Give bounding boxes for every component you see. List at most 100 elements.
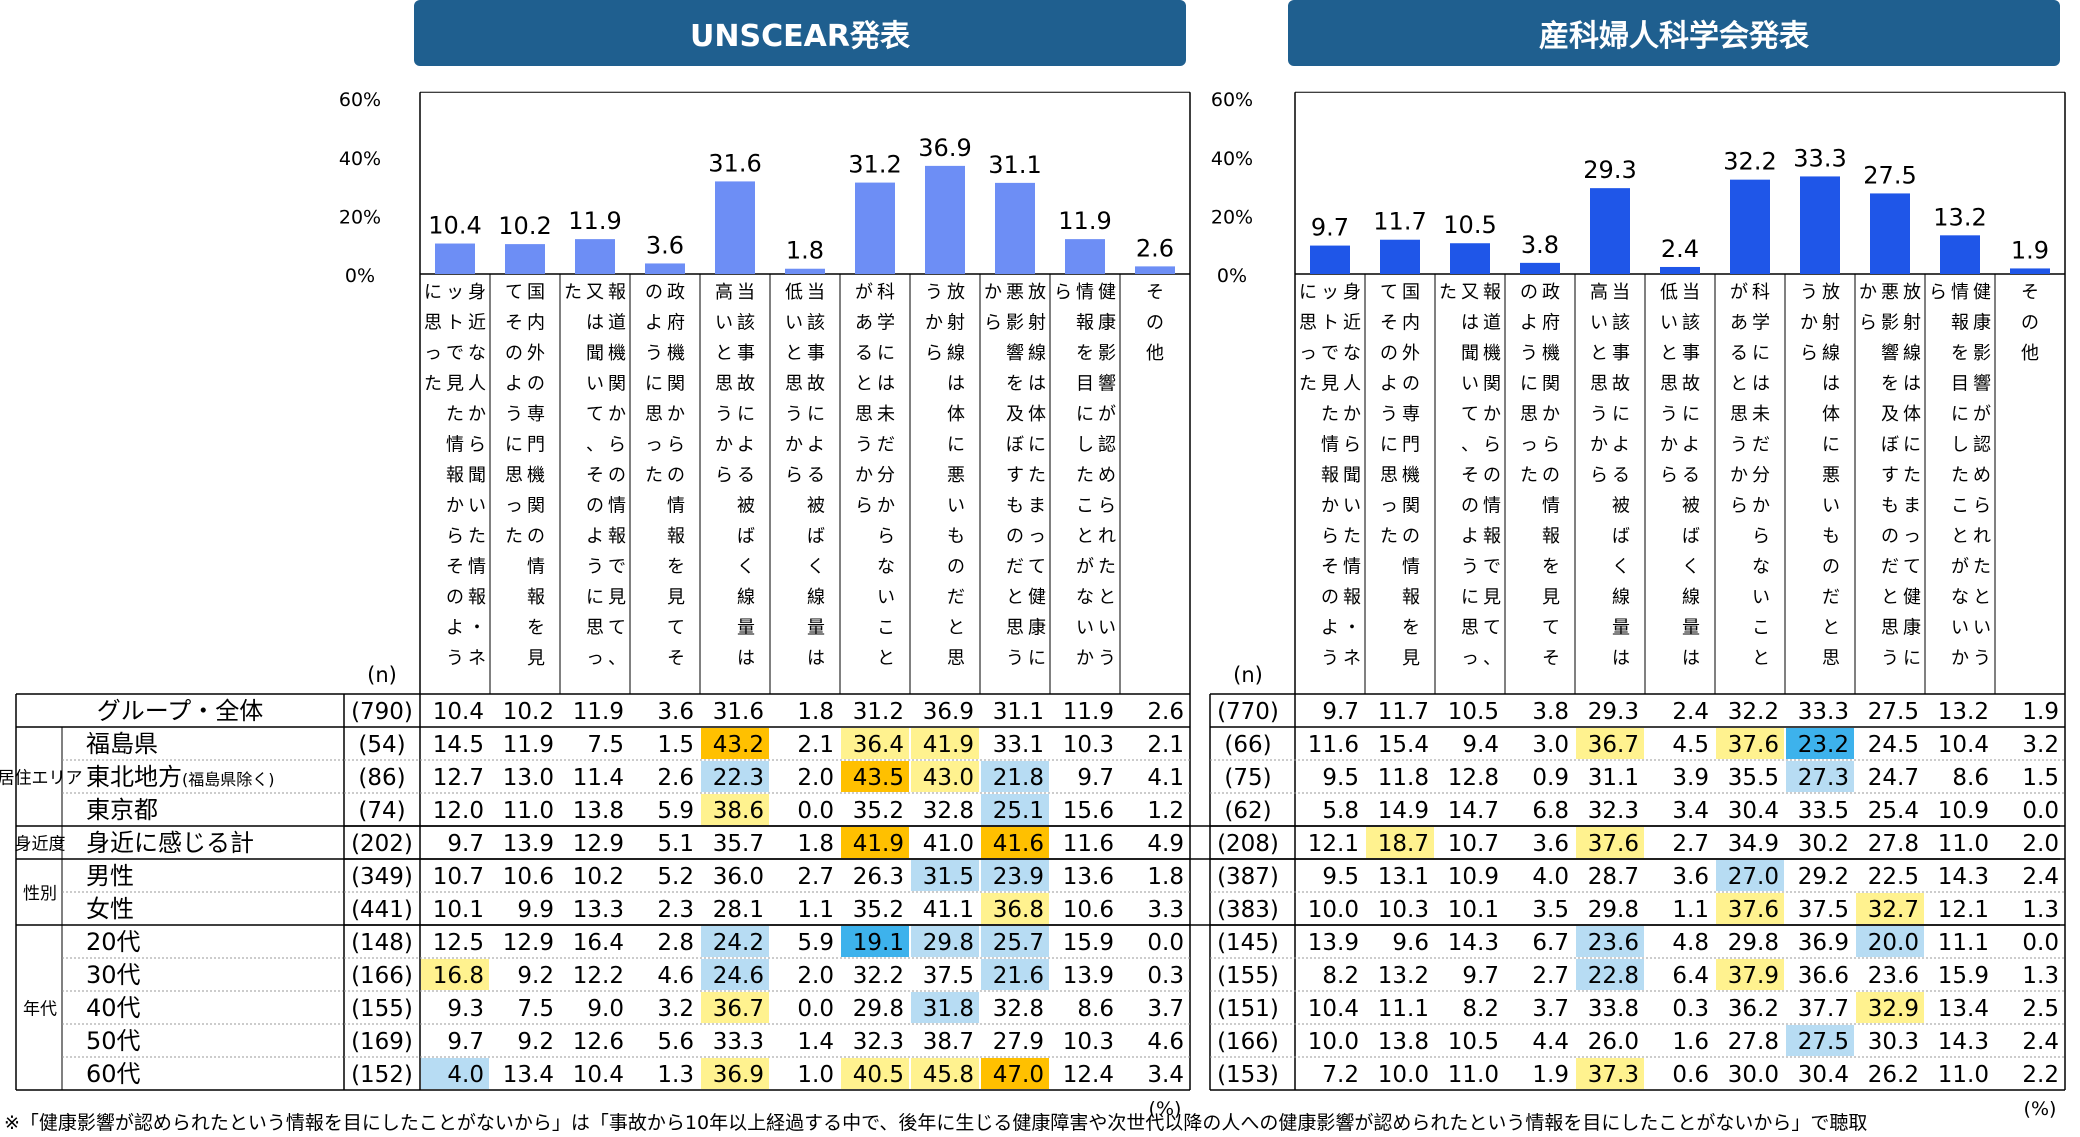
category-char-1-8-18: ぼ <box>1881 435 1899 456</box>
cell-0-7-10: 0.0 <box>1147 930 1184 956</box>
category-char-1-8-2: 線 <box>1903 343 1921 364</box>
category-char-1-10-0: そ <box>2021 282 2039 303</box>
category-char-1-6-3: は <box>1752 374 1770 395</box>
cell-highlight-1-8-4 <box>1576 959 1644 990</box>
category-char-1-0-26: に <box>1299 282 1317 303</box>
category-char-0-1-5: 門 <box>527 435 545 456</box>
cell-highlight-1-4-4 <box>1576 827 1644 858</box>
category-char-1-7-0: 放 <box>1822 282 1840 303</box>
category-char-1-7-2: 線 <box>1822 343 1840 364</box>
cell-1-1-8: 24.5 <box>1868 732 1919 758</box>
category-char-0-0-27: 思 <box>424 313 442 334</box>
category-char-0-7-12: 思 <box>947 648 965 669</box>
bar-value-1-1: 11.7 <box>1373 208 1426 236</box>
cell-0-8-0: 16.8 <box>433 963 484 989</box>
cell-0-11-0: 4.0 <box>447 1062 484 1088</box>
cell-0-2-0: 12.7 <box>433 765 484 791</box>
category-char-1-6-4: 未 <box>1752 404 1770 425</box>
category-char-0-5-3: 故 <box>807 374 825 395</box>
category-char-0-1-13: て <box>505 282 523 303</box>
cell-0-11-10: 3.4 <box>1147 1062 1184 1088</box>
category-char-1-3-13: の <box>1520 282 1538 303</box>
category-char-0-2-25: っ <box>586 648 604 669</box>
category-char-1-3-4: か <box>1542 404 1560 425</box>
category-char-1-1-6: 機 <box>1402 465 1420 486</box>
category-char-0-1-1: 内 <box>527 313 545 334</box>
category-char-0-0-4: か <box>468 404 486 425</box>
category-char-0-4-0: 当 <box>737 282 755 303</box>
cell-0-6-9: 10.6 <box>1063 897 1114 923</box>
category-char-1-9-0: 健 <box>1973 282 1991 303</box>
category-char-1-3-2: 機 <box>1542 343 1560 364</box>
category-char-1-5-14: い <box>1660 313 1678 334</box>
category-char-1-3-14: よ <box>1520 313 1538 334</box>
category-char-1-2-12: 、 <box>1483 648 1501 669</box>
category-char-0-1-15: の <box>505 343 523 364</box>
category-char-0-8-8: っ <box>1028 526 1046 547</box>
cell-1-2-3: 0.9 <box>1532 765 1569 791</box>
cell-1-7-4: 23.6 <box>1588 930 1639 956</box>
category-char-0-3-12: そ <box>667 648 685 669</box>
cell-1-8-2: 9.7 <box>1462 963 1499 989</box>
cell-1-8-1: 13.2 <box>1378 963 1429 989</box>
cell-0-11-4: 36.9 <box>713 1062 764 1088</box>
cell-0-6-4: 28.1 <box>713 897 764 923</box>
category-char-0-7-3: は <box>947 374 965 395</box>
cell-highlight-0-2-4 <box>701 761 769 792</box>
category-char-0-8-4: 体 <box>1028 404 1046 425</box>
category-char-0-6-6: 分 <box>877 465 895 486</box>
category-char-1-5-9: く <box>1682 557 1700 578</box>
cell-1-4-7: 30.2 <box>1798 831 1849 857</box>
cell-1-5-0: 9.5 <box>1322 864 1359 890</box>
y-tick-0-1: 40% <box>339 148 381 170</box>
category-char-1-8-9: て <box>1903 557 1921 578</box>
category-char-0-9-15: を <box>1076 343 1094 364</box>
cell-1-3-1: 14.9 <box>1378 798 1429 824</box>
category-char-1-0-0: 身 <box>1343 282 1361 303</box>
cell-0-7-3: 2.8 <box>657 930 694 956</box>
category-char-0-4-1: 該 <box>737 313 755 334</box>
category-char-0-2-14: は <box>586 313 604 334</box>
cell-highlight-0-8-4 <box>701 959 769 990</box>
category-char-0-4-18: か <box>715 435 733 456</box>
category-char-1-0-23: の <box>1321 587 1339 608</box>
row-label-7: 20代 <box>86 928 141 956</box>
cell-0-4-6: 41.9 <box>853 831 904 857</box>
category-char-1-7-12: 思 <box>1822 648 1840 669</box>
category-char-0-8-11: 康 <box>1028 618 1046 639</box>
cell-1-11-4: 37.3 <box>1588 1062 1639 1088</box>
cell-0-0-4: 31.6 <box>713 699 764 725</box>
category-char-0-8-7: ま <box>1028 496 1046 517</box>
category-char-0-2-3: 関 <box>608 374 626 395</box>
cell-1-3-10: 0.0 <box>2022 798 2059 824</box>
category-char-0-9-3: 響 <box>1098 374 1116 395</box>
cell-1-0-2: 10.5 <box>1448 699 1499 725</box>
n-value-1-5: (387) <box>1217 864 1279 890</box>
cell-0-9-3: 3.2 <box>657 996 694 1022</box>
category-char-0-6-19: か <box>855 465 873 486</box>
bar-1-5 <box>1660 266 1700 274</box>
n-value-1-3: (62) <box>1224 798 1271 824</box>
category-char-1-1-2: 外 <box>1402 343 1420 364</box>
cell-1-9-3: 3.7 <box>1532 996 1569 1022</box>
category-char-0-5-16: 思 <box>785 374 803 395</box>
category-char-0-0-5: ら <box>468 435 486 456</box>
category-char-0-2-20: の <box>586 496 604 517</box>
category-char-1-2-14: は <box>1461 313 1479 334</box>
cell-0-1-8: 33.1 <box>993 732 1044 758</box>
cell-1-11-3: 1.9 <box>1532 1062 1569 1088</box>
bar-0-9 <box>1065 239 1105 274</box>
category-char-1-3-10: 見 <box>1542 587 1560 608</box>
cell-highlight-1-6-8 <box>1856 893 1924 924</box>
category-char-0-8-6: た <box>1028 465 1046 486</box>
category-char-0-0-18: 情 <box>446 435 464 456</box>
category-char-0-6-20: ら <box>855 496 873 517</box>
category-char-1-9-25: か <box>1951 648 1969 669</box>
cell-0-3-8: 25.1 <box>993 798 1044 824</box>
category-char-0-1-16: よ <box>505 374 523 395</box>
category-char-1-8-26: か <box>1859 282 1877 303</box>
category-char-0-3-11: て <box>667 618 685 639</box>
category-char-0-8-19: す <box>1006 465 1024 486</box>
category-char-1-8-15: 響 <box>1881 343 1899 364</box>
category-char-0-8-17: 及 <box>1006 404 1024 425</box>
